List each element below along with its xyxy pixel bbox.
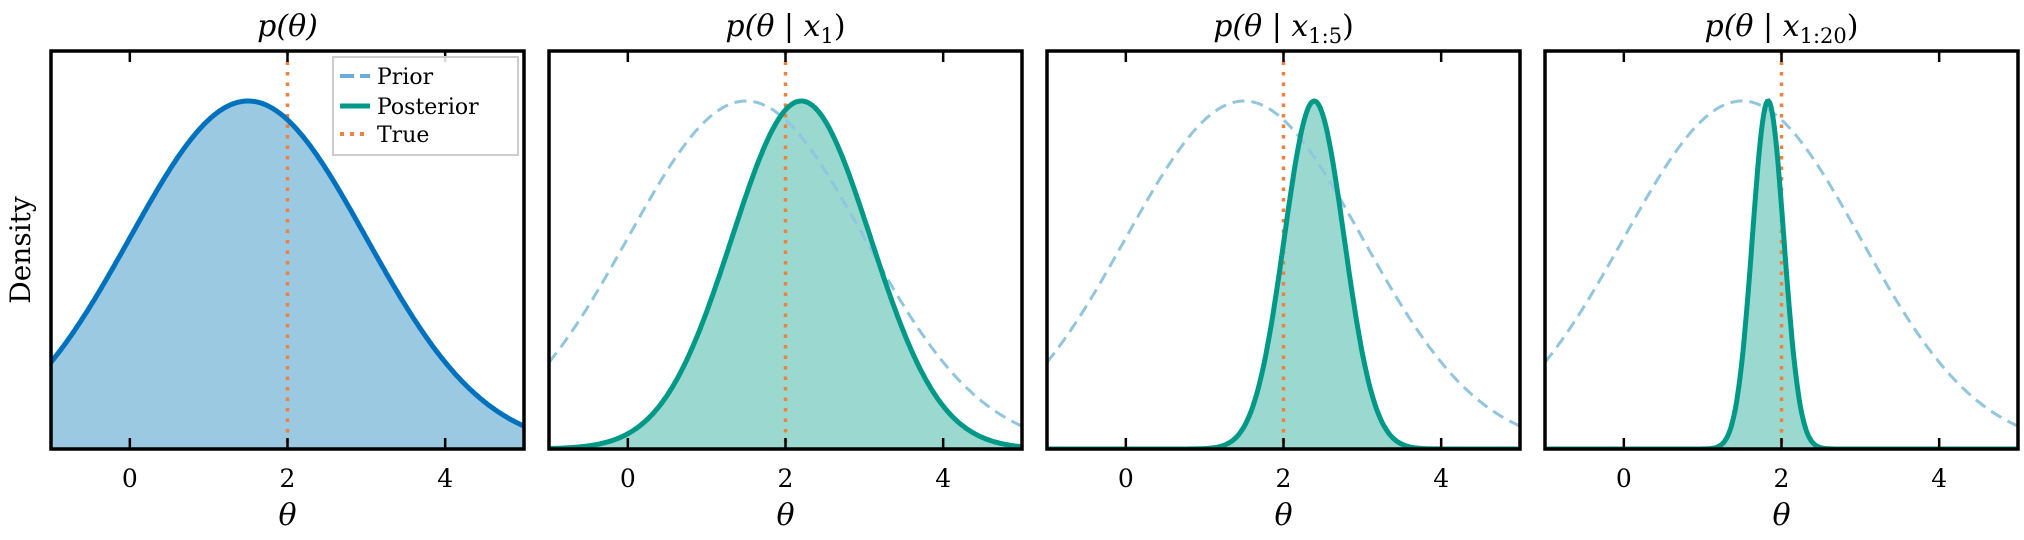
x-axis-label: θ [776, 498, 794, 533]
prior-curve [549, 99, 1022, 428]
x-tick-label: 0 [122, 464, 138, 493]
x-tick-label: 0 [1616, 464, 1632, 493]
x-axis-label: θ [278, 498, 296, 533]
panel-title: p(θ) [257, 9, 318, 44]
posterior-curve [1545, 98, 2018, 449]
axes-frame [547, 49, 1024, 451]
axes-frame [1045, 49, 1522, 451]
panel-4: 0 2 4 θ p(θ | x1:20) [1543, 9, 2020, 533]
x-tick-label: 2 [1276, 464, 1292, 493]
prior-curve [1545, 99, 2018, 428]
x-tick-label: 4 [1931, 464, 1947, 493]
x-tick-label: 0 [620, 464, 636, 493]
x-tick-label: 2 [280, 464, 296, 493]
prior-curve [1047, 99, 1520, 428]
y-axis-label: Density [4, 196, 37, 304]
axes-frame [1543, 49, 2020, 451]
x-tick-label: 4 [935, 464, 951, 493]
plot-area [51, 51, 524, 449]
legend-true-label: True [377, 123, 429, 148]
legend-true: True [340, 123, 429, 148]
plot-area [549, 51, 1022, 449]
legend: Prior Posterior True [332, 56, 519, 156]
panel-title: p(θ | x1) [725, 9, 845, 48]
panel-3: 0 2 4 θ p(θ | x1:5) [1045, 9, 1522, 533]
x-tick-label: 4 [1433, 464, 1449, 493]
x-tick-label: 2 [778, 464, 794, 493]
x-tick-label: 4 [437, 464, 453, 493]
plot-area [1545, 51, 2018, 449]
posterior-fill [1545, 101, 2018, 449]
x-axis-label: θ [1274, 498, 1292, 533]
posterior-curve [1047, 98, 1520, 449]
x-tick-label: 0 [1118, 464, 1134, 493]
panel-title: p(θ | x1:5) [1213, 9, 1354, 48]
posterior-curve [549, 98, 1022, 449]
panel-title: p(θ | x1:20) [1705, 9, 1859, 48]
legend-prior: Prior [340, 65, 434, 90]
legend-posterior-label: Posterior [377, 95, 479, 120]
prior-curve [51, 98, 524, 429]
x-tick-label: 2 [1774, 464, 1790, 493]
plot-area [1047, 51, 1520, 449]
axes-frame [49, 49, 526, 451]
legend-posterior: Posterior [340, 95, 479, 120]
x-axis-label: θ [1772, 498, 1790, 533]
panel-2: 0 2 4 θ p(θ | x1) [547, 9, 1024, 533]
panel-1: 0 2 4 θ p(θ) Prior Posterior True [49, 9, 526, 533]
legend-prior-label: Prior [377, 65, 434, 90]
